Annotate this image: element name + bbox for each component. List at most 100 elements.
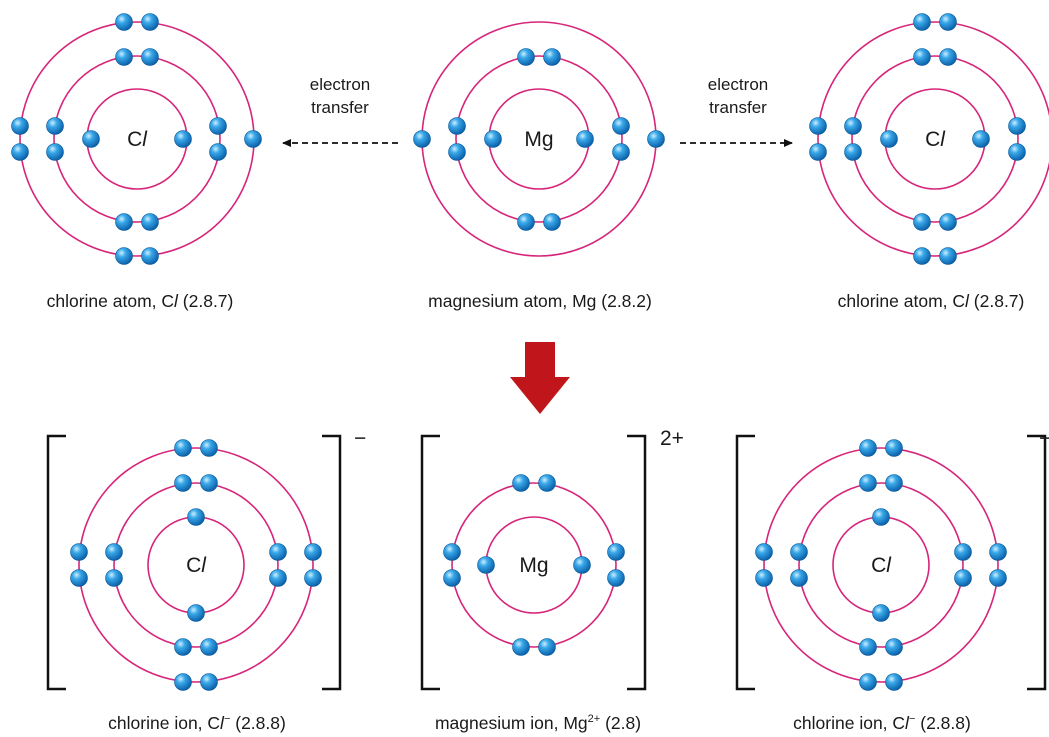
electron: [200, 673, 218, 691]
electron: [443, 569, 461, 587]
electron: [11, 117, 29, 135]
left-bracket: [735, 434, 755, 691]
magnesium-ion: 2+ Mg magnesium ion, Mg2+ (2.8): [420, 427, 684, 733]
electron: [517, 48, 535, 66]
electron: [187, 508, 205, 526]
electron: [174, 638, 192, 656]
shell-2: [798, 482, 964, 648]
electron: [209, 117, 227, 135]
electron: [538, 474, 556, 492]
electron: [304, 569, 322, 587]
electron: [913, 247, 931, 265]
electron: [885, 474, 903, 492]
electron: [209, 143, 227, 161]
electron: [174, 474, 192, 492]
shell-2: [113, 482, 279, 648]
electron: [517, 213, 535, 231]
electron-transfer-arrow-left: electron transfer: [282, 75, 398, 147]
electron: [755, 543, 773, 561]
ion-charge: −: [1039, 427, 1049, 450]
electron: [174, 439, 192, 457]
electron: [115, 247, 133, 265]
electron: [954, 543, 972, 561]
electrons: [809, 13, 1026, 265]
chlorine-atom-left: Cl chlorine atom, Cl (2.8.7): [11, 13, 262, 311]
electron: [859, 474, 877, 492]
left-bracket: [46, 434, 66, 691]
electron: [141, 213, 159, 231]
electron: [859, 439, 877, 457]
electron: [200, 474, 218, 492]
chlorine-atom-right: Cl chlorine atom, Cl (2.8.7): [809, 13, 1049, 311]
electron: [612, 143, 630, 161]
shell-3: [78, 447, 314, 683]
electron: [939, 247, 957, 265]
electron: [141, 247, 159, 265]
electron: [972, 130, 990, 148]
electron: [790, 543, 808, 561]
electron: [512, 638, 530, 656]
electron: [885, 439, 903, 457]
electron: [105, 569, 123, 587]
electron: [443, 543, 461, 561]
nucleus-symbol: Cl: [127, 128, 148, 151]
ion-caption: chlorine ion, Cl− (2.8.8): [793, 713, 971, 733]
electron: [755, 569, 773, 587]
electron: [844, 117, 862, 135]
electron: [1008, 143, 1026, 161]
arrow-label-line2: transfer: [709, 98, 767, 117]
electron: [809, 117, 827, 135]
electron: [844, 143, 862, 161]
electron: [859, 638, 877, 656]
electron: [82, 130, 100, 148]
ion-charge: −: [354, 427, 366, 450]
electron: [141, 48, 159, 66]
electron: [413, 130, 431, 148]
electron: [989, 543, 1007, 561]
electron: [115, 213, 133, 231]
electron: [448, 143, 466, 161]
electron: [790, 569, 808, 587]
electron: [174, 673, 192, 691]
electron-transfer-arrow-right: electron transfer: [680, 75, 793, 147]
shell-2: [851, 55, 1019, 223]
magnesium-atom: Mg magnesium atom, Mg (2.8.2): [413, 21, 665, 311]
ion-charge: 2+: [660, 427, 684, 450]
electron: [46, 117, 64, 135]
electron: [939, 213, 957, 231]
electron: [939, 48, 957, 66]
electron: [989, 569, 1007, 587]
chloride-ion-right: − Cl chlorine ion, Cl− (2: [735, 427, 1049, 733]
electron: [885, 673, 903, 691]
right-bracket: [322, 434, 342, 691]
electron: [954, 569, 972, 587]
electron: [200, 638, 218, 656]
electron: [141, 13, 159, 31]
electron: [543, 213, 561, 231]
arrow-label-line1: electron: [708, 75, 768, 94]
electron: [859, 673, 877, 691]
atom-caption: chlorine atom, Cl (2.8.7): [47, 291, 234, 311]
electrons: [11, 13, 262, 265]
electron: [607, 543, 625, 561]
electron: [46, 143, 64, 161]
nucleus-symbol: Mg: [519, 554, 548, 577]
electron: [200, 439, 218, 457]
arrow-label-line1: electron: [310, 75, 370, 94]
electrons: [413, 48, 665, 231]
electron: [70, 543, 88, 561]
right-bracket: [1027, 434, 1047, 691]
electron: [11, 143, 29, 161]
electron: [885, 638, 903, 656]
electron: [1008, 117, 1026, 135]
shell-2: [455, 55, 623, 223]
electron: [244, 130, 262, 148]
electrons: [70, 439, 322, 691]
shell-2: [451, 482, 617, 648]
electron: [512, 474, 530, 492]
left-bracket: [420, 434, 440, 691]
electron: [269, 569, 287, 587]
electron: [484, 130, 502, 148]
electron: [612, 117, 630, 135]
electron: [70, 569, 88, 587]
